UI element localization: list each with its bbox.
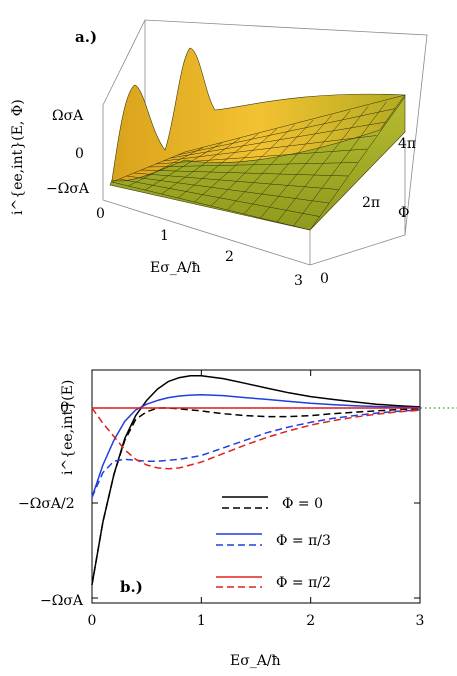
mesh-line [177,108,396,156]
x-tick-label: 2 [306,613,315,629]
mesh-line [210,124,296,207]
legend-label: Φ = π/3 [276,533,331,549]
mesh-line [126,175,330,204]
legend-label: Φ = 0 [282,496,323,512]
mesh-line [141,169,349,177]
series-line-dashed [91,407,421,470]
mesh-line [177,133,259,199]
mesh-line [148,162,358,168]
x-tick-label: 3 [416,613,425,629]
x-tick-label: 1 [197,613,206,629]
series-line-solid [91,393,421,498]
axis-ticks [91,370,421,603]
x-tick-label: 1 [160,228,169,244]
legend-item-phi-0: Φ = 0 [222,496,323,512]
z-tick-label: 0 [75,146,84,162]
mesh-line [293,101,387,227]
y-axis-label: i^{ee,int}(E) [60,380,76,475]
x-tick-label: 0 [88,613,97,629]
series-lines [91,374,421,585]
y-axis-label: Φ [398,205,409,221]
surface-peaks [111,47,406,182]
z-tick-label: ΩσA [52,108,84,124]
mesh-line [184,94,406,153]
y-tick-label: 4π [398,136,416,152]
mesh-line [133,172,339,190]
x-axis-label: Eσ_A/ħ [150,260,201,276]
z-tick-label: −ΩσA [46,181,90,197]
y-tick-label: 0 [60,400,69,416]
mesh-line [243,115,332,215]
y-tick-label: −ΩσA/2 [18,496,75,512]
x-tick-labels: 0 1 2 3 [96,206,303,289]
mesh-line [227,119,314,211]
series-line-solid [91,374,421,585]
mesh-line [119,178,320,217]
series-line-dashed [91,409,421,498]
legend: Φ = 0 Φ = π/3 Φ = π/2 [216,496,331,591]
x-tick-label: 2 [225,249,234,265]
mesh-line [194,128,277,203]
panel-a-surface-plot: a.) ΩσA 0 −ΩσA i^{ee,int}(E, Φ) 0 1 2 3 … [10,19,428,289]
mesh-line [276,106,369,223]
mesh-line [260,110,351,219]
y-tick-label: −ΩσA [40,593,84,609]
surface-mesh [111,94,406,231]
legend-label: Φ = π/2 [276,575,331,591]
plot-frame [91,369,421,604]
panel-a-tag: a.) [75,28,97,46]
mesh-line [170,121,387,159]
mesh-line [111,181,311,231]
z-tick-labels: ΩσA 0 −ΩσA [46,108,90,197]
x-tick-label: 0 [96,206,105,222]
y-tick-label: 2π [362,195,380,211]
z-axis-label: i^{ee,int}(E, Φ) [10,99,26,215]
x-tick-labels: 0 1 2 3 [88,613,425,629]
legend-item-phi-pi-2: Φ = π/2 [216,575,331,591]
mesh-line [163,135,377,162]
mesh-line [309,96,406,231]
y-tick-label: 0 [320,271,329,287]
legend-item-phi-pi-3: Φ = π/3 [216,533,331,549]
panel-b-tag: b.) [120,578,143,596]
series-line-dashed [91,407,421,585]
y-tick-labels: 0 −ΩσA/2 −ΩσA [18,400,84,609]
y-tick-labels: 0 2π 4π [320,136,416,287]
x-axis-label: Eσ_A/ħ [230,653,281,669]
box-back-edges [102,19,428,236]
mesh-line [155,148,368,165]
x-tick-label: 3 [294,273,303,289]
